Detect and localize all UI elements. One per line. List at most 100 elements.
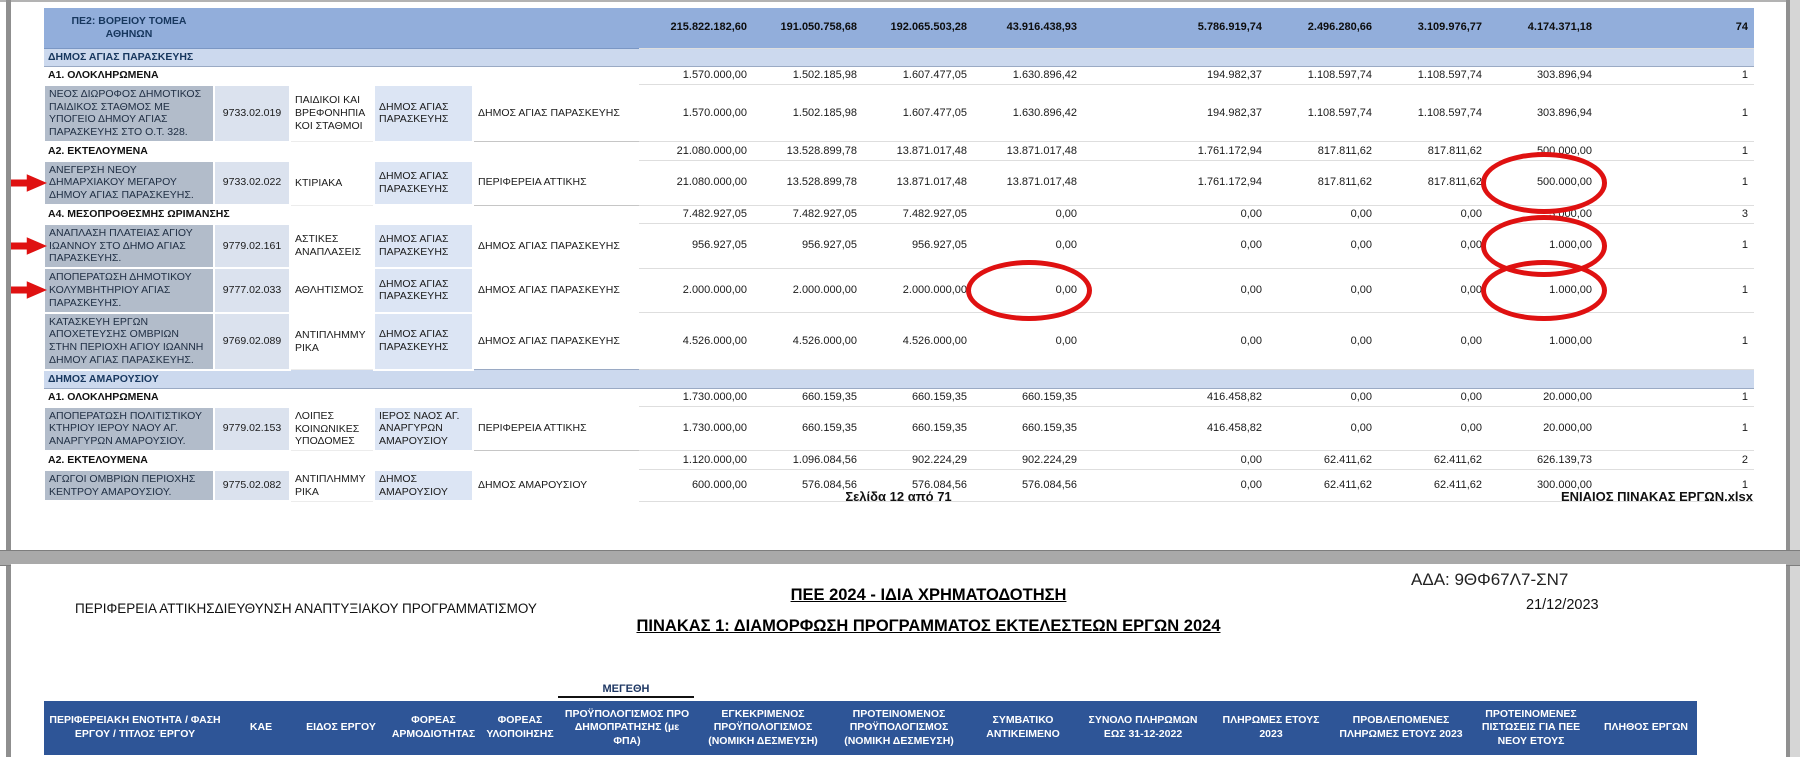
project-count: 1: [1599, 223, 1754, 269]
project-value: 600.000,00: [639, 469, 754, 502]
project-value: 303.896,94: [1489, 84, 1599, 143]
document-title: ΠΕΕ 2024 - ΙΔΙΑ ΧΡΗΜΑΤΟΔΟΤΗΣΗ: [790, 586, 1067, 604]
project-title-cell: ΑΠΟΠΕΡΑΤΩΣΗ ΔΗΜΟΤΙΚΟΥ ΚΟΛΥΜΒΗΤΗΡΙΟΥ ΑΓΙΑ…: [11, 267, 215, 314]
section-row: Α1. ΟΛΟΚΛΗΡΩΜΕΝΑ 1.730.000,00 660.159,35…: [44, 387, 1754, 408]
project-value: 660.159,35: [974, 406, 1084, 452]
project-value: 0,00: [1269, 268, 1379, 314]
municipality-row: ΔΗΜΟΣ ΑΜΑΡΟΥΣΙΟΥ: [44, 369, 1754, 389]
project-value-circled: 1.000,00: [1481, 259, 1607, 322]
col-header-project-count: ΠΛΗΘΟΣ ΕΡΓΩΝ: [1595, 701, 1697, 756]
project-value: 62.411,62: [1379, 469, 1489, 502]
project-kae-cell: 9777.02.033: [213, 267, 291, 314]
col-header-budget-pre-tender: ΠΡΟΫΠΟΛΟΓΙΣΜΟΣ ΠΡΟ ΔΗΜΟΠΡΑΤΗΣΗΣ (με ΦΠΑ): [559, 701, 695, 756]
ada-code: ΑΔΑ: 9ΘΦ67Λ7-ΣΝ7: [1411, 570, 1569, 589]
project-value: 194.982,37: [1084, 84, 1269, 143]
project-title: ΑΝΑΠΛΑΣΗ ΠΛΑΤΕΙΑΣ ΑΓΙΟΥ ΙΩΑΝΝΟΥ ΣΤΟ ΔΗΜΟ…: [49, 226, 193, 265]
section-count: 2: [1599, 450, 1754, 471]
section-value: 416.458,82: [1084, 387, 1269, 408]
section-row: Α2. ΕΚΤΕΛΟΥΜΕΝΑ 1.120.000,00 1.096.084,5…: [44, 450, 1754, 471]
project-title-cell: ΝΕΟΣ ΔΙΩΡΟΦΟΣ ΔΗΜΟΤΙΚΟΣ ΠΑΙΔΙΚΟΣ ΣΤΑΘΜΟΣ…: [43, 83, 215, 143]
project-value: 0,00: [1379, 268, 1489, 314]
section-value: 194.982,37: [1084, 65, 1269, 86]
project-value: 0,00: [1379, 223, 1489, 269]
project-count: 1: [1599, 84, 1754, 143]
project-kind-cell: ΑΘΛΗΤΙΣΜΟΣ: [289, 267, 375, 314]
project-value: 2.000.000,00: [864, 268, 974, 314]
section-count: 1: [1599, 387, 1754, 408]
project-authority-cell: ΔΗΜΟΣ ΑΜΑΡΟΥΣΙΟΥ: [373, 468, 474, 503]
region-total-proposed-budget: 192.065.503,28: [864, 8, 974, 49]
section-label: Α2. ΕΚΤΕΛΟΥΜΕΝΑ: [44, 450, 639, 470]
section-value: 1.108.597,74: [1379, 65, 1489, 86]
col-header-authority: ΦΟΡΕΑΣ ΑΡΜΟΔΙΟΤΗΤΑΣ: [386, 701, 481, 756]
col-header-kae: ΚΑΕ: [226, 701, 296, 756]
section-value: 62.411,62: [1379, 450, 1489, 471]
project-value: 0,00: [974, 312, 1084, 371]
project-row: ΝΕΟΣ ΔΙΩΡΟΦΟΣ ΔΗΜΟΤΙΚΟΣ ΠΑΙΔΙΚΟΣ ΣΤΑΘΜΟΣ…: [43, 83, 1754, 143]
red-arrow-icon: [11, 172, 47, 194]
section-value: 1.120.000,00: [639, 450, 754, 471]
section-value: 0,00: [1379, 204, 1489, 225]
project-count: 1: [1599, 312, 1754, 371]
region-total-payments-2023: 2.496.280,66: [1269, 8, 1379, 49]
section-value: 3.000,00: [1489, 204, 1599, 225]
col-header-proposed-credits: ΠΡΟΤΕΙΝΟΜΕΝΕΣ ΠΙΣΤΩΣΕΙΣ ΓΙΑ ΠΕΕ ΝΕΟΥ ΕΤΟ…: [1467, 701, 1595, 756]
project-authority-cell: ΔΗΜΟΣ ΑΓΙΑΣ ΠΑΡΑΣΚΕΥΗΣ: [373, 311, 474, 371]
project-authority-cell: ΔΗΜΟΣ ΑΓΙΑΣ ΠΑΡΑΣΚΕΥΗΣ: [373, 222, 474, 270]
section-value: 0,00: [974, 204, 1084, 225]
section-value: 660.159,35: [974, 387, 1084, 408]
project-kind-cell: ΠΑΙΔΙΚΟΙ ΚΑΙ ΒΡΕΦΟΝΗΠΙΑΚΟΙ ΣΤΑΘΜΟΙ: [289, 83, 375, 143]
section-value: 13.871.017,48: [974, 141, 1084, 162]
section-value: 20.000,00: [1489, 387, 1599, 408]
project-kind-cell: ΑΣΤΙΚΕΣ ΑΝΑΠΛΑΣΕΙΣ: [289, 222, 375, 269]
section-value: 660.159,35: [864, 387, 974, 408]
project-value: 416.458,82: [1084, 406, 1269, 452]
project-implementer-cell: ΠΕΡΙΦΕΡΕΙΑ ΑΤΤΙΚΗΣ: [473, 406, 639, 451]
region-total-budget-pre-tender: 215.822.182,60: [639, 8, 754, 49]
region-total-payments-to-2022: 5.786.919,74: [1084, 8, 1269, 49]
project-value: 1.570.000,00: [639, 84, 754, 143]
section-value: 1.502.185,98: [754, 65, 864, 86]
project-implementer-cell: ΔΗΜΟΣ ΑΜΑΡΟΥΣΙΟΥ: [473, 469, 639, 502]
project-value: 1.761.172,94: [1084, 160, 1269, 206]
project-value: 660.159,35: [754, 406, 864, 452]
region-title: ΠΕ2: ΒΟΡΕΙΟΥ ΤΟΜΕΑ ΑΘΗΝΩΝ: [44, 8, 214, 49]
region-total-contract-amount: 43.916.438,93: [974, 8, 1084, 49]
project-value: 0,00: [1269, 223, 1379, 269]
project-value: 0,00: [1379, 312, 1489, 371]
section-count: 3: [1599, 204, 1754, 225]
project-row: ΑΠΟΠΕΡΑΤΩΣΗ ΠΟΛΙΤΙΣΤΙΚΟΥ ΚΤΗΡΙΟΥ ΙΕΡΟΥ Ν…: [43, 405, 1754, 452]
project-value: 0,00: [1084, 469, 1269, 502]
section-label: Α1. ΟΛΟΚΛΗΡΩΜΕΝΑ: [44, 387, 639, 407]
project-value: 1.630.896,42: [974, 84, 1084, 143]
project-title-cell: ΑΝΕΓΕΡΣΗ ΝΕΟΥ ΔΗΜΑΡΧΙΑΚΟΥ ΜΕΓΑΡΟΥ ΔΗΜΟΥ …: [11, 159, 215, 207]
section-value: 13.528.899,78: [754, 141, 864, 162]
section-value: 1.730.000,00: [639, 387, 754, 408]
section-row: Α1. ΟΛΟΚΛΗΡΩΜΕΝΑ 1.570.000,00 1.502.185,…: [44, 65, 1754, 86]
project-count: 1: [1599, 469, 1754, 502]
section-value: 0,00: [1084, 204, 1269, 225]
col-header-regional-unit: ΠΕΡΙΦΕΡΕΙΑΚΗ ΕΝΟΤΗΤΑ / ΦΑΣΗ ΕΡΓΟΥ / ΤΙΤΛ…: [44, 701, 226, 756]
section-value: 1.108.597,74: [1269, 65, 1379, 86]
project-value: 817.811,62: [1379, 160, 1489, 206]
section-value: 1.630.896,42: [974, 65, 1084, 86]
program-table-header: ΠΕΡΙΦΕΡΕΙΑΚΗ ΕΝΟΤΗΤΑ / ΦΑΣΗ ΕΡΓΟΥ / ΤΙΤΛ…: [43, 701, 1698, 757]
section-value: 0,00: [1379, 387, 1489, 408]
project-value: 576.084,56: [754, 469, 864, 502]
region-header-spacer: [214, 8, 639, 49]
project-authority-cell: ΔΗΜΟΣ ΑΓΙΑΣ ΠΑΡΑΣΚΕΥΗΣ: [373, 267, 474, 314]
page-number-footer: Σελίδα 12 από 71: [845, 489, 952, 504]
project-value: 1.607.477,05: [864, 84, 974, 143]
section-value: 7.482.927,05: [864, 204, 974, 225]
section-row: Α4. ΜΕΣΟΠΡΟΘΕΣΜΗΣ ΩΡΙΜΑΝΣΗΣ 7.482.927,05…: [44, 204, 1754, 225]
project-authority-cell: ΔΗΜΟΣ ΑΓΙΑΣ ΠΑΡΑΣΚΕΥΗΣ: [373, 83, 474, 143]
document-page-12: ΠΕ2: ΒΟΡΕΙΟΥ ΤΟΜΕΑ ΑΘΗΝΩΝ 215.822.182,60…: [11, 2, 1786, 550]
project-value: 4.526.000,00: [639, 312, 754, 371]
project-value: 0,00: [1084, 268, 1269, 314]
page-left-border: [6, 0, 11, 757]
section-value: 1.761.172,94: [1084, 141, 1269, 162]
section-value: 500.000,00: [1489, 141, 1599, 162]
page-right-border: [1786, 0, 1790, 757]
region-total-approved-budget: 191.050.758,68: [754, 8, 864, 49]
project-value: 4.526.000,00: [754, 312, 864, 371]
